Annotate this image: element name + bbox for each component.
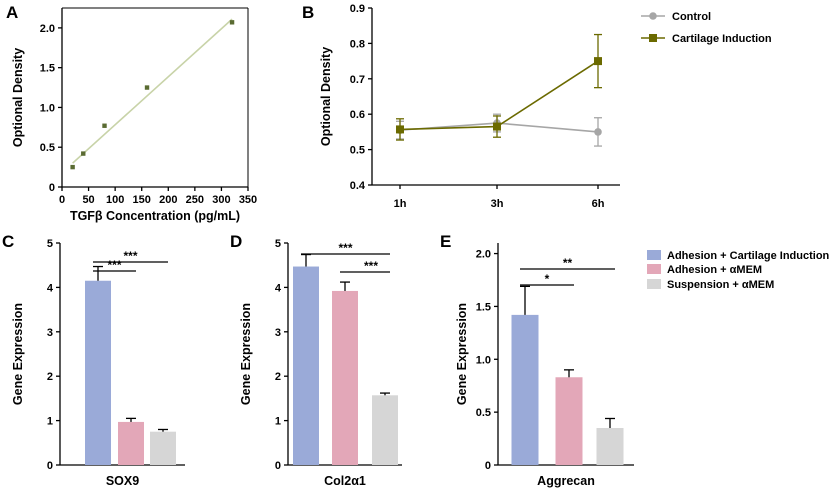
y-tick-label: 0.5 — [476, 407, 491, 419]
significance-label: *** — [123, 249, 137, 263]
bar — [118, 421, 144, 465]
x-tick-label: 0 — [59, 194, 65, 206]
legend-label: Cartilage Induction — [672, 33, 772, 45]
x-axis-title: SOX9 — [106, 474, 139, 488]
bar — [332, 290, 358, 465]
significance-label: ** — [563, 256, 573, 270]
bar — [555, 377, 583, 465]
x-tick-label: 300 — [212, 194, 230, 206]
significance-label: * — [545, 272, 550, 286]
significance-label: *** — [338, 241, 352, 255]
y-tick-label: 2.0 — [476, 249, 491, 261]
data-point-cartilage — [493, 122, 501, 131]
y-axis-title: Optional Density — [319, 47, 333, 146]
data-point — [81, 151, 86, 156]
y-tick-label: 0.7 — [350, 74, 365, 86]
series-line-cartilage — [399, 60, 599, 131]
data-point — [229, 20, 235, 25]
data-point — [70, 164, 75, 170]
x-tick-label: 50 — [82, 194, 94, 206]
y-tick-label: 3 — [47, 327, 53, 339]
panel-label-b: B — [302, 3, 314, 22]
legend-label: Adhesion + αMEM — [667, 264, 762, 276]
data-point — [102, 123, 107, 128]
panel-label-c: C — [2, 232, 14, 251]
x-axis-title: Col2α1 — [324, 474, 366, 488]
y-axis-title: Gene Expression — [239, 303, 253, 405]
bar — [511, 314, 539, 465]
y-tick-label: 1.5 — [40, 63, 55, 75]
y-tick-label: 0.8 — [350, 38, 365, 50]
y-tick-label: 0.9 — [350, 3, 365, 15]
y-tick-label: 0.5 — [40, 142, 55, 154]
legend-label: Control — [672, 11, 711, 23]
y-tick-label: 1.5 — [476, 301, 491, 313]
y-tick-label: 1.0 — [40, 102, 55, 114]
y-tick-label: 5 — [47, 238, 53, 250]
y-axis-title: Gene Expression — [11, 303, 25, 405]
data-point-cartilage — [594, 57, 602, 66]
y-tick-label: 5 — [275, 238, 281, 250]
legend-marker-control — [649, 12, 657, 20]
legend-swatch — [647, 264, 661, 274]
legend-label: Adhesion + Cartilage Induction — [667, 250, 830, 262]
legend-swatch — [647, 250, 661, 260]
bar — [293, 266, 319, 465]
x-tick-label: 250 — [186, 194, 204, 206]
y-tick-label: 0 — [49, 182, 55, 194]
y-tick-label: 2 — [47, 371, 53, 383]
x-axis-title: Aggrecan — [537, 474, 595, 488]
x-tick-label: 3h — [491, 198, 504, 210]
legend-marker-cartilage — [649, 34, 657, 42]
y-tick-label: 0 — [485, 460, 491, 472]
x-tick-label: 200 — [159, 194, 177, 206]
x-tick-label: 6h — [592, 198, 605, 210]
y-tick-label: 1 — [275, 416, 281, 428]
significance-label: *** — [364, 259, 378, 273]
y-tick-label: 0 — [47, 460, 53, 472]
bar — [596, 428, 624, 465]
x-tick-label: 1h — [394, 198, 407, 210]
y-axis-title: Gene Expression — [455, 303, 469, 405]
y-tick-label: 4 — [275, 282, 282, 294]
y-tick-label: 2 — [275, 371, 281, 383]
fit-line — [72, 18, 233, 164]
y-tick-label: 0.5 — [350, 145, 365, 157]
y-tick-label: 0.4 — [350, 180, 366, 192]
data-point-control — [594, 128, 602, 136]
y-tick-label: 1.0 — [476, 354, 491, 366]
bar — [85, 280, 111, 465]
y-tick-label: 1 — [47, 416, 53, 428]
x-tick-label: 350 — [239, 194, 257, 206]
y-tick-label: 4 — [47, 282, 54, 294]
bar — [372, 395, 398, 465]
legend-label: Suspension + αMEM — [667, 279, 774, 291]
panel-label-a: A — [6, 3, 18, 22]
y-tick-label: 0.6 — [350, 109, 365, 121]
y-tick-label: 0 — [275, 460, 281, 472]
y-axis-title: Optional Density — [11, 48, 25, 147]
panel-label-e: E — [440, 232, 451, 251]
x-tick-label: 150 — [133, 194, 151, 206]
y-tick-label: 2.0 — [40, 23, 55, 35]
bar — [150, 431, 176, 465]
x-axis-title: TGFβ Concentration (pg/mL) — [70, 209, 240, 223]
legend-swatch — [647, 279, 661, 289]
data-point — [144, 85, 150, 90]
x-tick-label: 100 — [106, 194, 124, 206]
panel-label-d: D — [230, 232, 242, 251]
significance-label: *** — [107, 258, 121, 272]
y-tick-label: 3 — [275, 327, 281, 339]
data-point-cartilage — [396, 125, 404, 134]
